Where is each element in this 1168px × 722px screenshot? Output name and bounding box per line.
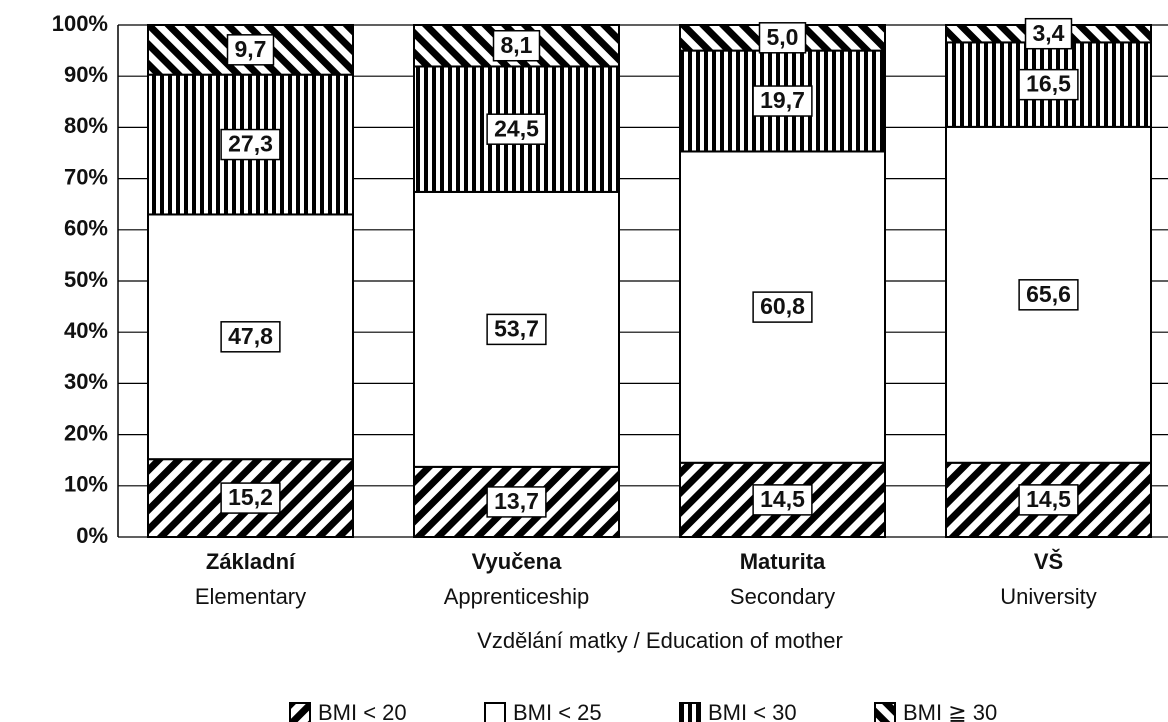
value-label: 8,1 bbox=[501, 32, 533, 58]
bars bbox=[147, 24, 1152, 539]
y-tick-label: 60% bbox=[64, 216, 108, 241]
value-label-box bbox=[486, 313, 547, 346]
value-label: 53,7 bbox=[494, 315, 539, 341]
legend-swatch bbox=[679, 702, 701, 722]
y-tick-label: 30% bbox=[64, 369, 108, 394]
x-axis-label: Vzdělání matky / Education of mother bbox=[477, 628, 843, 653]
value-label-box bbox=[486, 486, 547, 518]
bar-segment bbox=[945, 41, 1152, 128]
value-label: 15,2 bbox=[228, 484, 273, 510]
value-label-box bbox=[752, 85, 813, 117]
x-tick-label: Vyučena bbox=[472, 549, 562, 574]
value-label: 3,4 bbox=[1033, 20, 1065, 46]
value-label: 65,6 bbox=[1026, 281, 1071, 307]
x-tick-sublabel: Apprenticeship bbox=[444, 584, 590, 609]
value-label: 14,5 bbox=[1026, 486, 1071, 512]
legend-label: BMI < 25 bbox=[513, 700, 602, 722]
value-label-box bbox=[752, 291, 813, 323]
y-tick-label: 40% bbox=[64, 318, 108, 343]
value-label: 14,5 bbox=[760, 486, 805, 512]
value-label-box bbox=[492, 29, 541, 62]
value-label: 27,3 bbox=[228, 131, 273, 157]
value-label: 47,8 bbox=[228, 323, 273, 349]
value-label: 5,0 bbox=[767, 24, 799, 50]
value-label-box bbox=[1018, 484, 1079, 516]
x-tick-sublabel: Secondary bbox=[730, 584, 835, 609]
x-tick-label: Základní bbox=[206, 549, 296, 574]
value-label: 60,8 bbox=[760, 293, 805, 319]
y-tick-label: 100% bbox=[52, 11, 108, 36]
x-tick-label: VŠ bbox=[1034, 549, 1063, 574]
value-label-box bbox=[752, 484, 813, 516]
x-tick-label: Maturita bbox=[740, 549, 826, 574]
value-label: 13,7 bbox=[494, 488, 539, 514]
legend-label: BMI < 30 bbox=[708, 700, 797, 722]
value-label-box bbox=[486, 113, 547, 145]
legend-swatch bbox=[289, 702, 311, 722]
legend-swatch bbox=[484, 702, 506, 722]
y-tick-label: 20% bbox=[64, 420, 108, 445]
value-label-box bbox=[220, 128, 281, 161]
value-label: 19,7 bbox=[760, 87, 805, 113]
value-label-box bbox=[226, 34, 275, 66]
value-label-box bbox=[1018, 68, 1079, 101]
y-tick-label: 0% bbox=[76, 523, 108, 548]
legend-label: BMI < 20 bbox=[318, 700, 407, 722]
y-tick-label: 90% bbox=[64, 62, 108, 87]
value-label-box bbox=[220, 482, 281, 514]
value-label-box bbox=[220, 321, 281, 353]
value-label: 9,7 bbox=[235, 36, 267, 62]
legend-label: BMI ≧ 30 bbox=[903, 700, 997, 722]
y-tick-label: 80% bbox=[64, 113, 108, 138]
y-tick-label: 70% bbox=[64, 164, 108, 189]
x-tick-sublabel: University bbox=[1000, 584, 1097, 609]
value-label-box bbox=[758, 22, 807, 54]
x-tick-sublabel: Elementary bbox=[195, 584, 306, 609]
value-label: 16,5 bbox=[1026, 71, 1071, 97]
value-label: 24,5 bbox=[494, 115, 539, 141]
y-tick-label: 10% bbox=[64, 472, 108, 497]
value-label-box bbox=[1018, 279, 1079, 311]
y-tick-label: 50% bbox=[64, 267, 108, 292]
value-label-box bbox=[1024, 17, 1073, 50]
labels: 15,2 47,8 27,3 9,7 13,7 53,7 24,5 8,1 14,5 60,8 19… bbox=[220, 17, 1079, 518]
legend-swatch bbox=[874, 702, 896, 722]
